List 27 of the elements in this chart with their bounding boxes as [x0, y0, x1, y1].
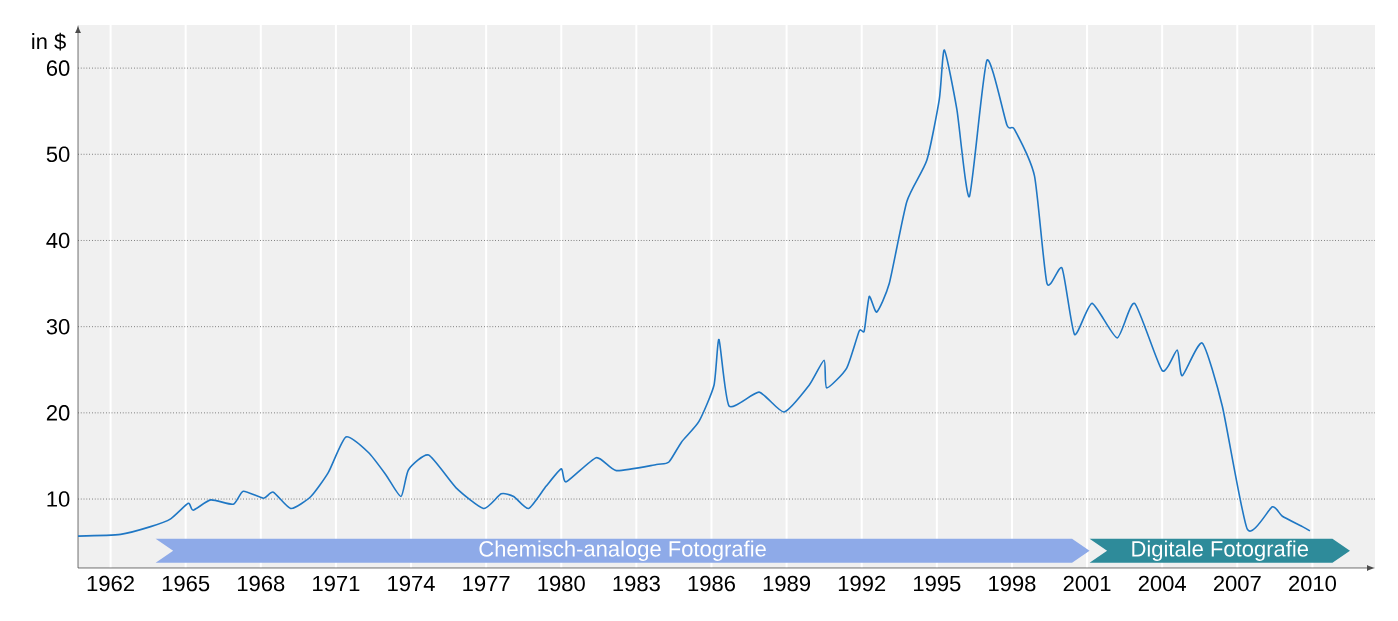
x-tick-label: 2010 — [1289, 575, 1336, 592]
x-tick-label: 1983 — [613, 575, 660, 592]
y-tick-label: 40 — [46, 232, 70, 249]
x-tick-label: 1995 — [914, 575, 961, 592]
x-tick-label: 1980 — [538, 575, 585, 592]
x-tick-label: 1974 — [388, 575, 435, 592]
x-tick-label: 1989 — [763, 575, 811, 592]
x-tick-label: 2001 — [1063, 575, 1111, 592]
x-tick-label: 1998 — [989, 575, 1036, 592]
band-label: Chemisch-analoge Fotografie — [479, 540, 766, 561]
y-tick-label: 10 — [47, 491, 70, 507]
y-tick-label: 30 — [46, 318, 70, 335]
y-axis-title: in $ — [32, 32, 66, 51]
x-tick-label: 1962 — [87, 575, 134, 592]
x-tick-label: 1986 — [688, 575, 735, 592]
x-tick-label: 2007 — [1213, 575, 1261, 592]
y-tick-label: 20 — [46, 405, 70, 421]
x-tick-label: 1968 — [237, 575, 285, 592]
x-tick-label: 1965 — [162, 575, 210, 592]
line-series — [77, 49, 1311, 537]
x-tick-label: 1971 — [313, 575, 360, 592]
x-tick-label: 2004 — [1138, 575, 1186, 592]
band-label: Digitale Fotografie — [1132, 540, 1309, 561]
x-tick-label: 1992 — [838, 575, 886, 592]
y-tick-label: 50 — [46, 146, 70, 163]
x-tick-label: 1977 — [463, 575, 510, 592]
y-tick-label: 60 — [46, 60, 70, 76]
